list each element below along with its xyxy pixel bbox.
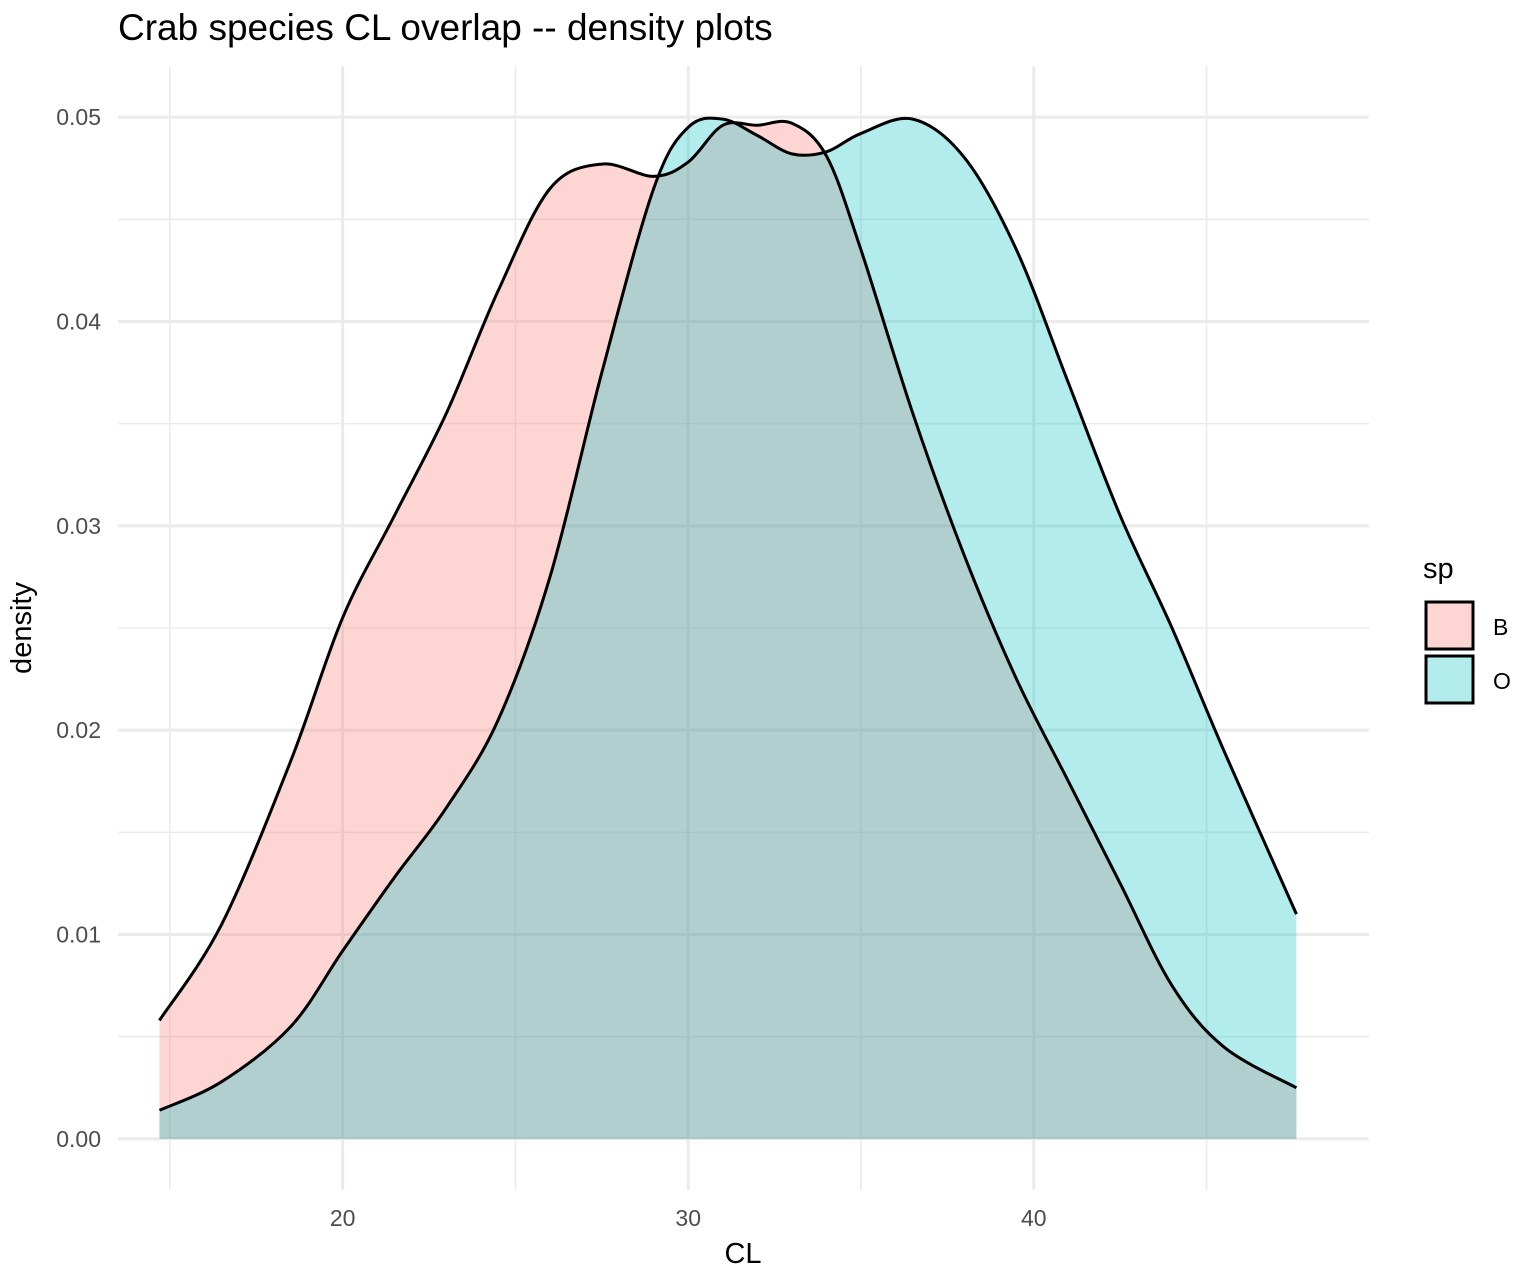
y-tick-label: 0.04 [56, 308, 101, 334]
y-axis-title: density [6, 582, 38, 674]
y-tick-label: 0.00 [56, 1126, 101, 1152]
density-line-O [158, 116, 1298, 1112]
y-tick-label: 0.03 [56, 513, 101, 539]
chart-title: Crab species CL overlap -- density plots [118, 7, 773, 48]
x-tick-label: 20 [330, 1205, 356, 1231]
density-area-B [159, 121, 1297, 1139]
density-areas [159, 118, 1297, 1139]
legend-title: sp [1423, 553, 1454, 585]
y-axis-tick-labels: 0.00 0.01 0.02 0.03 0.04 0.05 [56, 104, 101, 1152]
legend-key-B [1424, 600, 1475, 651]
x-tick-label: 40 [1021, 1205, 1047, 1231]
legend-label-B: B [1493, 614, 1508, 640]
x-axis-title: CL [724, 1238, 761, 1270]
legend: sp BO [1423, 553, 1511, 705]
density-area-O [159, 118, 1297, 1139]
legend-key-O [1424, 654, 1475, 705]
legend-label-O: O [1493, 668, 1511, 694]
legend-key-background [1426, 602, 1473, 649]
legend-items: BO [1424, 600, 1511, 705]
x-axis-tick-labels: 20 30 40 [330, 1205, 1047, 1231]
x-tick-label: 30 [675, 1205, 701, 1231]
legend-key-background [1426, 656, 1473, 703]
density-outlines [158, 116, 1298, 1112]
y-tick-label: 0.02 [56, 717, 101, 743]
major-gridlines [118, 66, 1369, 1190]
density-line-B [158, 119, 1298, 1090]
y-tick-label: 0.05 [56, 104, 101, 130]
y-tick-label: 0.01 [56, 922, 101, 948]
